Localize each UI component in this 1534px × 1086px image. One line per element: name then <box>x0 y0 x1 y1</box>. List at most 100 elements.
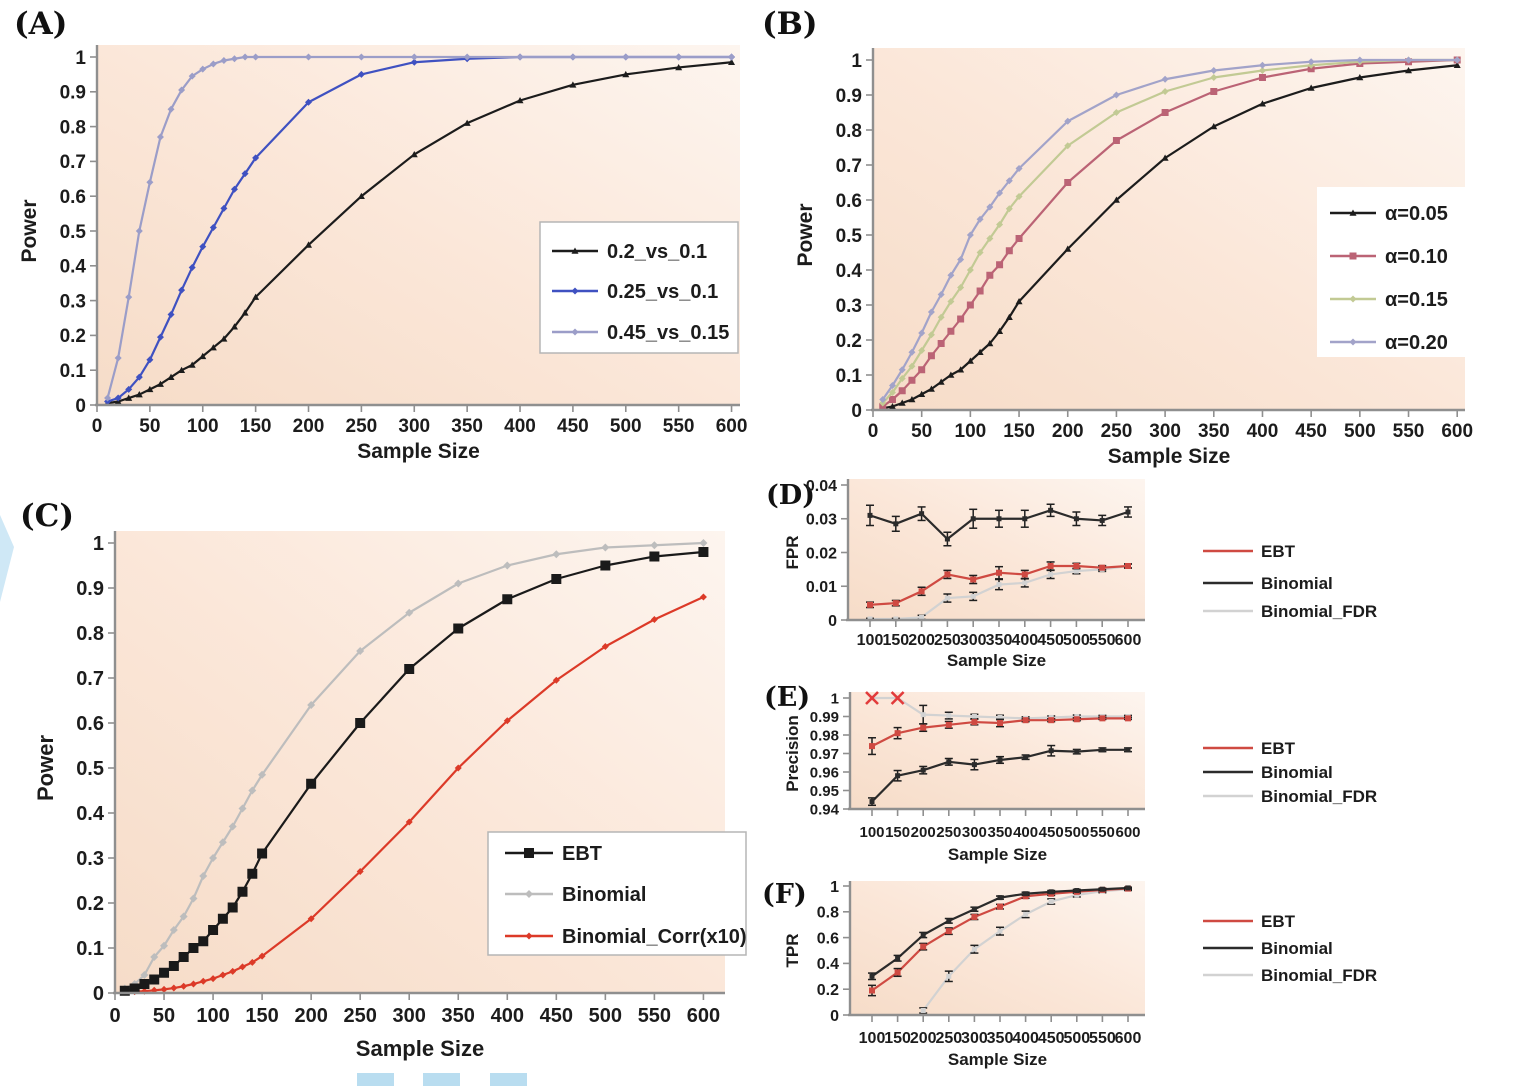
series-marker-Binomial <box>356 647 365 655</box>
series-marker-Binomial <box>699 539 708 547</box>
x-tick-label: 400 <box>1012 1030 1039 1047</box>
series-marker-α=0.15 <box>976 249 984 256</box>
series-marker-Binomial <box>1074 888 1080 894</box>
x-tick-label: 100 <box>955 421 987 442</box>
series-marker-0.25_vs_0.1 <box>305 98 313 106</box>
series-marker-α=0.05 <box>1405 67 1413 74</box>
chart-b-power-vs-sample-size: 0 0.1 0.2 0.3 0.4 0.5 0.6 0.7 0.8 0.9 1 0 50 100 150 20… <box>794 48 1473 468</box>
legend-marker-0.45_vs_0.15 <box>571 328 579 336</box>
x-axis-title: Sample Size <box>947 651 1046 670</box>
series-marker-0.2_vs_0.1 <box>209 344 217 351</box>
series-marker-α=0.20 <box>1161 75 1169 83</box>
series-marker-EBT <box>198 936 209 947</box>
series-marker-0.2_vs_0.1 <box>622 70 630 78</box>
x-tick-label: 400 <box>504 416 536 437</box>
series-marker-0.2_vs_0.1 <box>135 391 143 398</box>
series-marker-Binomial <box>869 799 875 805</box>
y-tick-label: 0 <box>75 396 86 417</box>
series-marker-0.2_vs_0.1 <box>188 361 196 368</box>
series-marker-α=0.05 <box>986 340 994 347</box>
series-marker-α=0.10 <box>1258 74 1266 81</box>
series-marker-α=0.20 <box>1210 67 1218 74</box>
series-marker-0.2_vs_0.1 <box>728 58 736 66</box>
series-marker-Binomial <box>997 895 1003 901</box>
series-marker-0.45_vs_0.15 <box>622 53 630 61</box>
y-tick-label: 0.2 <box>836 331 862 352</box>
x-tick-label: 150 <box>885 824 910 841</box>
series-marker-Binomial_FDR <box>1048 898 1054 904</box>
series-marker-Binomial <box>1073 516 1079 522</box>
y-tick-label: 0.5 <box>76 758 104 780</box>
series-marker-α=0.10 <box>1015 235 1023 242</box>
y-tick-label: 1 <box>831 690 839 707</box>
series-marker-α=0.20 <box>888 382 896 389</box>
series-marker-0.2_vs_0.1 <box>178 366 186 373</box>
x-tick-label: 200 <box>911 824 936 841</box>
series-marker-α=0.10 <box>918 366 926 374</box>
series-marker-Binomial <box>996 516 1002 522</box>
series-marker-EBT <box>894 730 901 737</box>
series-marker-EBT <box>971 719 978 726</box>
y-tick-label: 1 <box>830 879 839 896</box>
y-tick-label: 0.03 <box>806 512 837 529</box>
series-marker-EBT <box>649 551 660 562</box>
series-marker-0.45_vs_0.15 <box>146 178 154 186</box>
series-marker-α=0.20 <box>976 215 984 223</box>
legend-label-α=0.15: α=0.15 <box>1385 289 1448 311</box>
series-marker-0.2_vs_0.1 <box>125 394 133 401</box>
series-marker-Binomial_Corr(x10) <box>199 977 207 985</box>
series-marker-α=0.20 <box>1356 56 1364 64</box>
series-marker-0.25_vs_0.1 <box>252 154 260 162</box>
series-marker-α=0.20 <box>937 291 945 298</box>
series-marker-0.45_vs_0.15 <box>125 293 133 301</box>
y-tick-label: 0.8 <box>817 905 839 922</box>
y-tick-label: 0.98 <box>810 727 839 744</box>
legend-label-Binomial: Binomial <box>1261 763 1333 782</box>
series-marker-Binomial_FDR <box>1022 580 1028 586</box>
series-marker-α=0.15 <box>996 221 1004 228</box>
x-tick-label: 250 <box>935 1030 962 1047</box>
series-marker-EBT <box>159 967 170 978</box>
legend-label-Binomial_FDR: Binomial_FDR <box>1261 602 1377 621</box>
series-marker-Binomial <box>944 536 950 542</box>
series-marker-α=0.05 <box>1005 313 1013 321</box>
series-marker-α=0.10 <box>1161 109 1169 116</box>
series-marker-Binomial <box>893 521 899 527</box>
series-marker-α=0.20 <box>966 231 974 239</box>
panel-c-label: (C) <box>20 498 75 534</box>
x-tick-label: 150 <box>882 632 909 649</box>
series-marker-EBT <box>869 743 875 750</box>
series-marker-EBT <box>1048 717 1055 724</box>
series-marker-0.2_vs_0.1 <box>146 385 154 393</box>
y-tick-label: 0.6 <box>60 187 86 208</box>
x-tick-label: 500 <box>589 1005 622 1027</box>
series-marker-α=0.05 <box>898 399 906 406</box>
series-marker-Binomial_Corr(x10) <box>238 963 246 971</box>
x-tick-label: 100 <box>196 1005 229 1027</box>
panel-d-label: (D) <box>766 480 815 511</box>
x-tick-label: 300 <box>960 632 987 649</box>
series-marker-EBT <box>247 868 258 879</box>
panel-a: (A) 0 0.1 0.2 0.3 0.4 0.5 0.6 0.7 0.8 0.9 1 0 50 100 1… <box>0 0 760 470</box>
series-marker-α=0.05 <box>1258 100 1266 107</box>
series-marker-0.25_vs_0.1 <box>220 204 228 212</box>
series-marker-Binomial <box>1099 517 1105 523</box>
series-marker-EBT <box>920 724 927 731</box>
series-marker-0.45_vs_0.15 <box>178 86 186 94</box>
series-marker-EBT <box>1022 893 1029 900</box>
series-marker-Binomial <box>1048 507 1054 513</box>
x-tick-label: 500 <box>610 416 642 437</box>
series-marker-EBT <box>920 943 927 950</box>
y-tick-label: 0.99 <box>810 709 839 726</box>
decoration-highlight-box <box>490 1073 527 1086</box>
series-marker-Binomial_FDR <box>946 973 952 979</box>
series-marker-Binomial <box>199 872 208 880</box>
series-marker-0.2_vs_0.1 <box>252 293 260 300</box>
series-marker-EBT <box>1099 715 1106 722</box>
x-tick-label: 250 <box>346 416 378 437</box>
legend-label-Binomial_FDR: Binomial_FDR <box>1261 787 1377 806</box>
x-tick-label: 350 <box>987 1030 1014 1047</box>
x-axis-title: Sample Size <box>948 845 1047 864</box>
legend-label-EBT: EBT <box>562 843 602 865</box>
series-marker-α=0.15 <box>1258 67 1266 74</box>
